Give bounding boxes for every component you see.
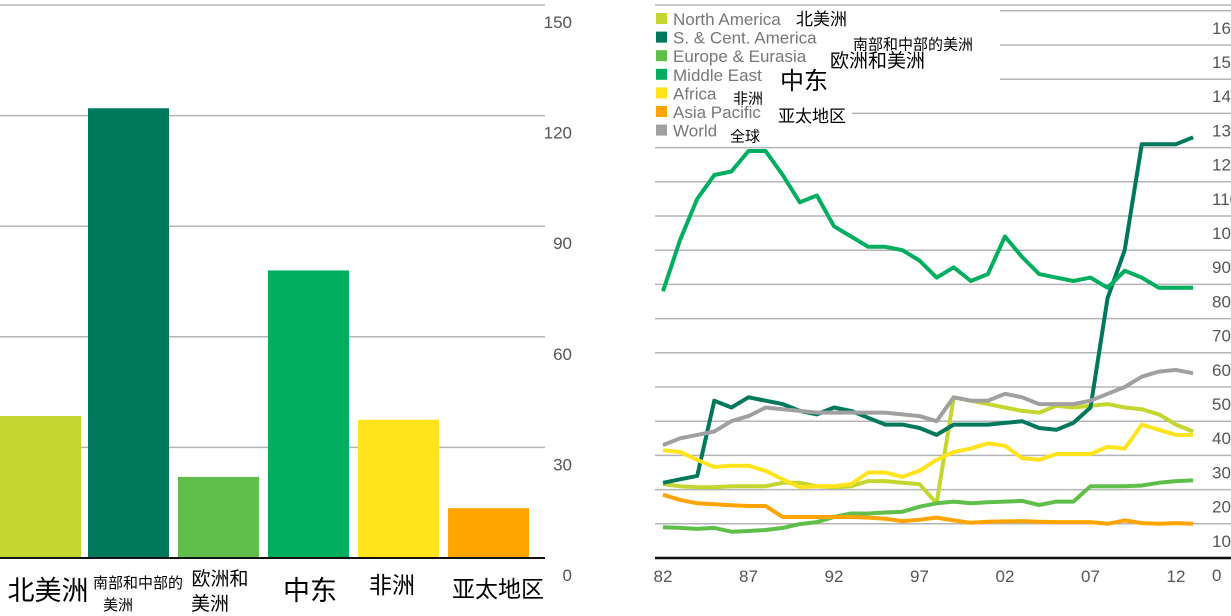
bar-category-label: 北美洲: [8, 576, 89, 607]
legend-label: Europe & Eurasia: [673, 47, 807, 66]
line-y-tick-label: 130: [1212, 121, 1231, 140]
line-y-tick-label: 160: [1212, 19, 1231, 38]
legend-label: Middle East: [673, 66, 762, 85]
legend-swatch: [656, 106, 667, 117]
legend-annotation: 中东: [780, 67, 828, 95]
legend-item: Asia Pacific 亚太地区: [656, 103, 846, 127]
legend-swatch: [656, 68, 667, 80]
series-line-world: [662, 367, 1194, 447]
legend-label: S. & Cent. America: [673, 29, 817, 48]
bar-category-label: 南部和中部的美洲: [93, 574, 183, 614]
bar-y-tick-label: 60: [553, 345, 572, 364]
line-x-tick-label: 82: [654, 567, 673, 586]
bar-category-label: 亚太地区: [452, 577, 544, 603]
legend-swatch: [656, 87, 667, 99]
bar-category-label: 欧洲和美洲: [191, 568, 249, 615]
bar-y-tick-label: 150: [544, 13, 572, 32]
legend-swatch: [656, 31, 667, 43]
series-line-europe-eurasia: [662, 478, 1194, 534]
series-line-middle-east: [661, 149, 1194, 292]
bar-y-tick-label: 120: [544, 124, 572, 143]
bar-category-label-line: 美洲: [191, 593, 229, 615]
series-line-asia-pacific: [662, 492, 1194, 526]
bar-category-label: 非洲: [369, 573, 415, 599]
legend-label: Asia Pacific: [673, 103, 761, 122]
series-line-s-cent-america: [662, 135, 1194, 485]
legend-label: North America: [673, 10, 781, 29]
bar-3: [178, 476, 259, 558]
line-y-tick-label: 0: [1212, 566, 1221, 585]
bar-category-label-line: 南部和中部的: [93, 574, 183, 592]
line-y-tick-label: 150: [1212, 53, 1231, 72]
bar-6: [448, 508, 529, 558]
line-x-tick-label: 12: [1167, 567, 1186, 586]
legend-item: S. & Cent. America 南部和中部的美洲: [656, 29, 973, 54]
line-x-tick-label: 97: [910, 567, 929, 586]
legend-swatch: [656, 13, 667, 24]
bar-category-label-line: 欧洲和: [191, 568, 248, 590]
line-y-tick-label: 30: [1212, 463, 1231, 482]
legend-item: Middle East 中东: [656, 66, 828, 95]
line-x-tick-label: 87: [739, 567, 758, 586]
line-y-tick-label: 110: [1212, 190, 1231, 209]
line-y-tick-label: 60: [1212, 361, 1231, 380]
series-line-north-america: [662, 395, 1194, 506]
bar-1: [0, 416, 81, 558]
legend-item: North America 北美洲: [656, 10, 847, 30]
legend-label: World: [673, 122, 717, 141]
bar-category-label-line: 美洲: [103, 596, 133, 614]
line-y-tick-label: 50: [1212, 395, 1231, 414]
line-y-tick-label: 80: [1212, 292, 1231, 311]
line-y-tick-label: 120: [1212, 156, 1231, 175]
line-y-tick-label: 90: [1212, 258, 1231, 277]
legend-annotation: 非洲: [733, 89, 763, 107]
legend-swatch: [656, 124, 667, 136]
legend-annotation: 全球: [730, 128, 760, 146]
legend-swatch: [656, 50, 667, 62]
legend-annotation: 欧洲和美洲: [830, 50, 925, 72]
line-y-tick-label: 70: [1212, 327, 1231, 346]
bar-2: [88, 108, 169, 558]
bar-y-tick-label: 0: [563, 566, 572, 585]
bar-category-label: 中东: [283, 576, 337, 607]
bar-5: [358, 419, 439, 558]
legend-background: [652, 8, 852, 142]
series-line-africa: [662, 422, 1194, 490]
line-x-tick-label: 02: [996, 567, 1015, 586]
line-y-tick-label: 20: [1212, 498, 1231, 517]
bar-4: [268, 270, 349, 558]
line-y-tick-label: 100: [1212, 224, 1231, 243]
line-x-tick-label: 07: [1081, 567, 1100, 586]
line-y-tick-label: 40: [1212, 429, 1231, 448]
bar-y-tick-label: 90: [553, 234, 572, 253]
line-x-tick-label: 92: [825, 567, 844, 586]
legend-label: Africa: [673, 84, 717, 103]
bar-y-tick-label: 30: [553, 455, 572, 474]
legend-item: Africa 非洲: [656, 84, 763, 107]
line-y-tick-label: 10: [1212, 532, 1231, 551]
legend-item: Europe & Eurasia 欧洲和美洲: [656, 47, 925, 72]
legend-annotation: 亚太地区: [778, 107, 846, 127]
legend-annotation: 北美洲: [796, 10, 847, 30]
legend-annotation: 南部和中部的美洲: [853, 36, 973, 54]
legend-item: World 全球: [656, 122, 760, 146]
line-y-tick-label: 140: [1212, 87, 1231, 106]
